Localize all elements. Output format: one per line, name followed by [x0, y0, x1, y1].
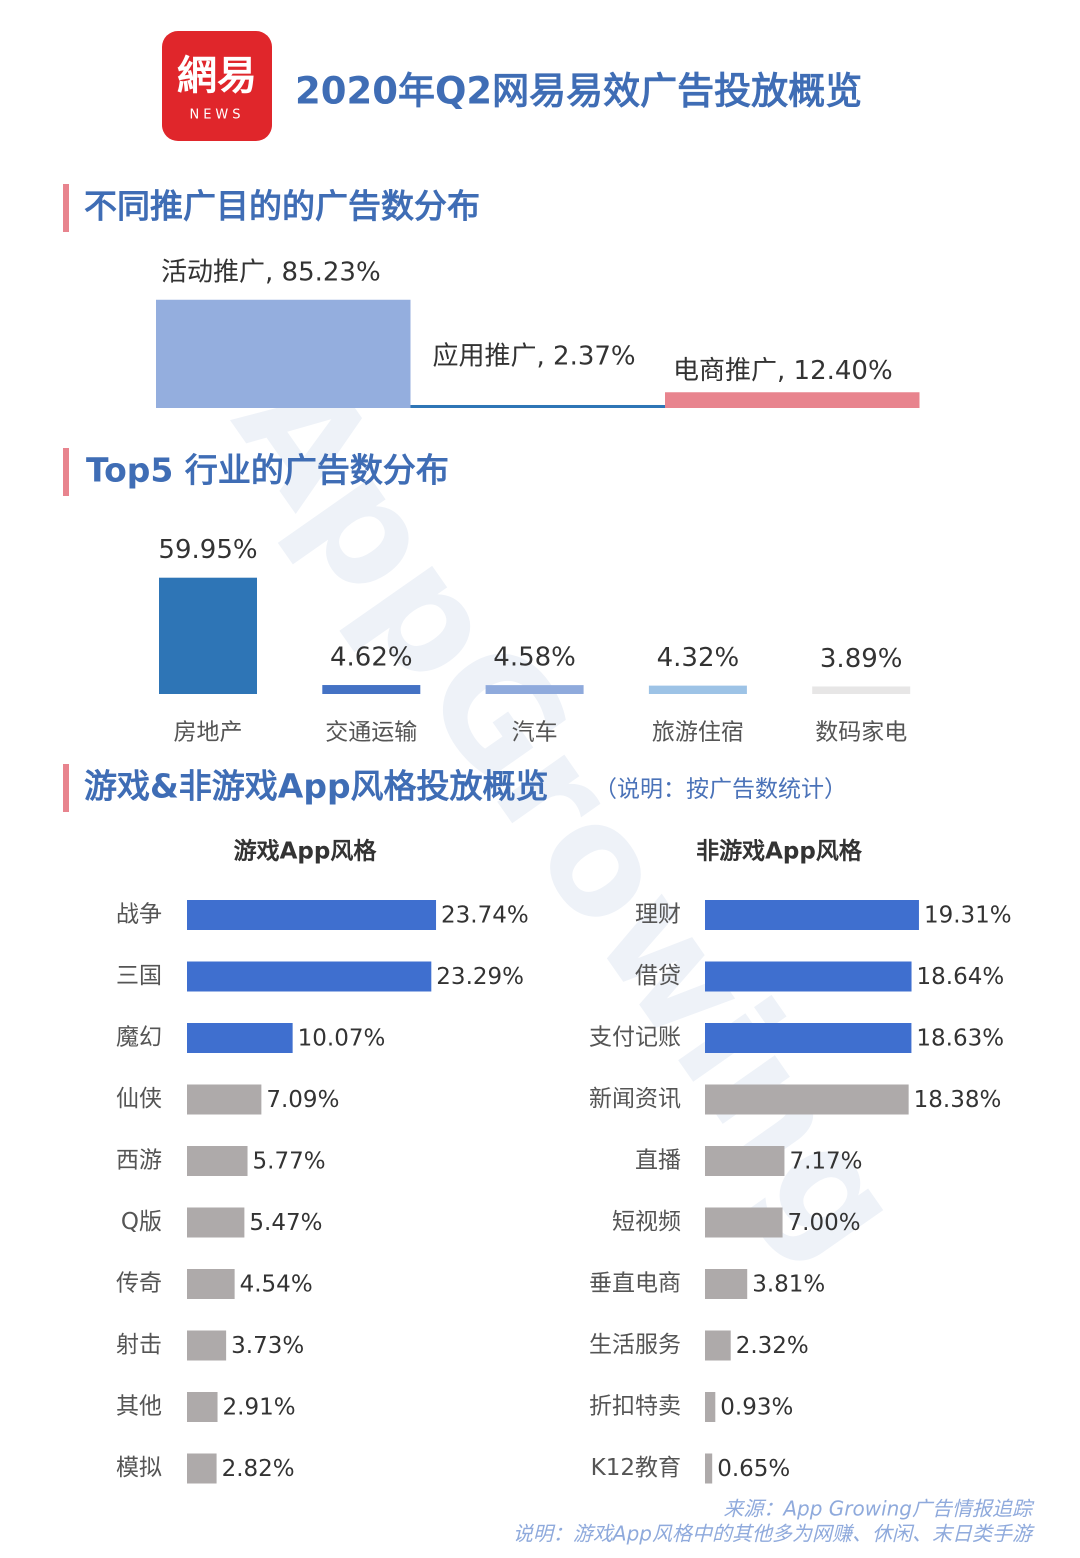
data-label: 23.29%: [436, 964, 524, 990]
bar: [705, 1023, 912, 1053]
data-label: 18.38%: [914, 1087, 1002, 1113]
y-tick-label: 垂直电商: [589, 1271, 681, 1297]
logo-box: [162, 31, 272, 141]
y-tick-label: 仙侠: [116, 1086, 162, 1112]
chart-title: 游戏App风格: [234, 838, 378, 865]
x-tick-label: 汽车: [512, 720, 558, 746]
bar: [485, 685, 584, 694]
bar: [705, 1146, 785, 1176]
data-label: 19.31%: [924, 903, 1012, 929]
data-label: 应用推广, 2.37%: [433, 341, 636, 371]
y-tick-label: 短视频: [612, 1209, 681, 1235]
section-title: Top5 行业的广告数分布: [86, 451, 449, 490]
y-tick-label: 生活服务: [589, 1332, 681, 1358]
data-label: 5.47%: [249, 1210, 322, 1236]
bar: [648, 685, 747, 694]
y-tick-label: 射击: [116, 1332, 162, 1358]
data-label: 23.74%: [441, 903, 529, 929]
bar: [705, 961, 912, 992]
page-title: 2020年Q2网易易效广告投放概览: [295, 70, 862, 113]
data-label: 3.89%: [820, 644, 903, 674]
bar: [187, 900, 437, 930]
section-marker: [63, 764, 69, 812]
data-label: 0.65%: [717, 1456, 790, 1482]
bar: [187, 1207, 245, 1238]
y-tick-label: 魔幻: [116, 1025, 162, 1051]
bar: [187, 1392, 218, 1422]
bar: [187, 1269, 235, 1299]
footer-source: 来源：App Growing广告情报追踪: [723, 1497, 1035, 1521]
section-marker: [63, 448, 69, 496]
bar: [187, 1330, 227, 1361]
data-label: 59.95%: [158, 535, 257, 565]
bar: [187, 1023, 293, 1053]
x-tick-label: 数码家电: [815, 720, 907, 746]
y-tick-label: 新闻资讯: [589, 1086, 681, 1112]
bar: [187, 1146, 248, 1176]
y-tick-label: 传奇: [116, 1271, 162, 1297]
data-label: 电商推广, 12.40%: [673, 356, 893, 386]
bar: [705, 1453, 713, 1484]
data-label: 2.32%: [736, 1333, 809, 1359]
footer-note: 说明：游戏App风格中的其他多为网赚、休闲、末日类手游: [513, 1522, 1035, 1546]
data-label: 4.54%: [240, 1272, 313, 1298]
data-label: 7.09%: [266, 1087, 339, 1113]
bar: [812, 686, 911, 694]
bar: [322, 685, 421, 694]
chart-title: 非游戏App风格: [696, 838, 863, 865]
section-note: （说明：按广告数统计）: [594, 777, 847, 803]
data-label: 活动推广, 85.23%: [161, 257, 381, 287]
logo-text: 網易: [177, 53, 257, 99]
section-title: 不同推广目的的广告数分布: [84, 187, 480, 226]
data-label: 0.93%: [720, 1395, 793, 1421]
bar: [156, 299, 411, 408]
bar: [159, 577, 257, 694]
bar: [705, 1330, 731, 1361]
data-label: 10.07%: [298, 1026, 386, 1052]
data-label: 4.58%: [493, 643, 576, 673]
x-tick-label: 房地产: [174, 720, 243, 746]
data-label: 3.81%: [752, 1272, 825, 1298]
bar: [187, 1453, 217, 1484]
data-label: 7.17%: [789, 1149, 862, 1175]
data-label: 3.73%: [231, 1333, 304, 1359]
y-tick-label: 借贷: [635, 963, 681, 989]
logo-sub: NEWS: [189, 108, 244, 123]
section-title: 游戏&非游戏App风格投放概览: [84, 767, 549, 806]
y-tick-label: 战争: [116, 902, 162, 928]
bar: [187, 1084, 262, 1115]
bar: [705, 1084, 909, 1115]
data-label: 2.91%: [223, 1395, 296, 1421]
bar: [665, 392, 920, 408]
bar: [705, 1392, 716, 1422]
bar: [410, 404, 665, 408]
y-tick-label: K12教育: [591, 1455, 681, 1481]
data-label: 18.64%: [917, 964, 1005, 990]
y-tick-label: 模拟: [116, 1455, 162, 1481]
data-label: 5.77%: [253, 1149, 326, 1175]
y-tick-label: 直播: [635, 1148, 681, 1174]
bar: [705, 1207, 783, 1238]
y-tick-label: 折扣特卖: [589, 1394, 681, 1420]
x-tick-label: 旅游住宿: [652, 720, 744, 746]
bar: [187, 961, 432, 992]
y-tick-label: 理财: [635, 902, 681, 928]
data-label: 2.82%: [222, 1456, 295, 1482]
bar: [705, 1269, 748, 1299]
x-tick-label: 交通运输: [325, 720, 417, 746]
data-label: 4.32%: [657, 643, 740, 673]
data-label: 4.62%: [330, 643, 413, 673]
y-tick-label: 西游: [116, 1148, 162, 1174]
y-tick-label: 其他: [116, 1394, 162, 1420]
bar: [705, 900, 919, 930]
y-tick-label: Q版: [121, 1209, 162, 1235]
y-tick-label: 支付记账: [589, 1025, 681, 1051]
section-marker: [63, 184, 69, 232]
y-tick-label: 三国: [116, 963, 162, 989]
data-label: 7.00%: [788, 1210, 861, 1236]
data-label: 18.63%: [916, 1026, 1004, 1052]
